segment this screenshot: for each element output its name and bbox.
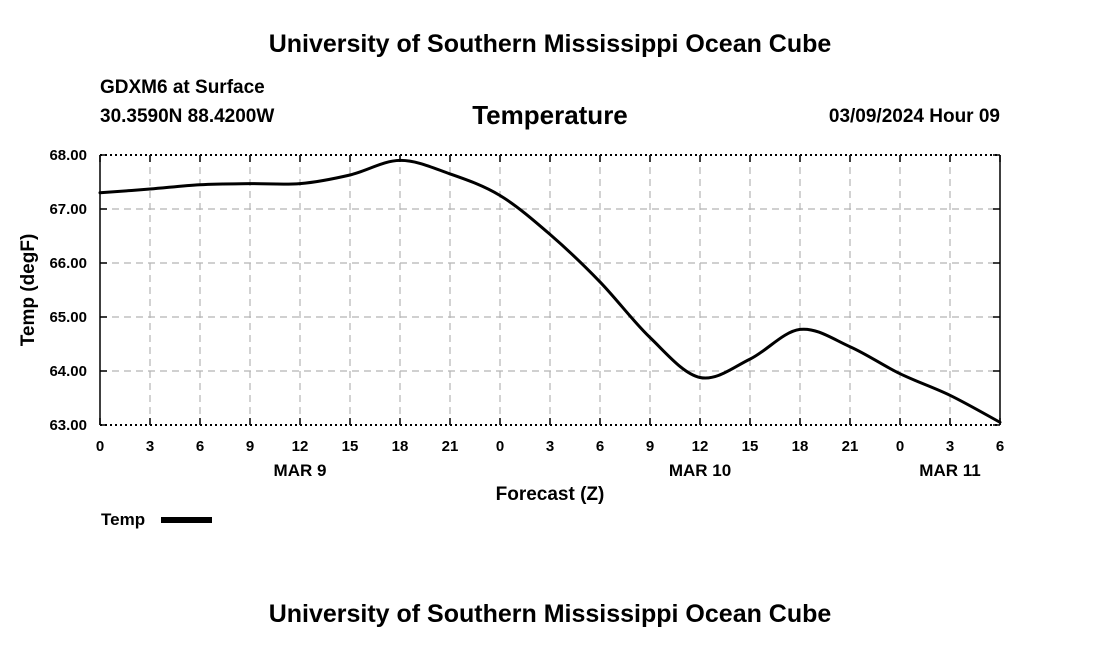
series-line-temp (98, 158, 1002, 424)
station-label: GDXM6 at Surface (100, 77, 265, 98)
x-tick-label: 12 (292, 438, 309, 455)
y-tick-label: 67.00 (49, 201, 87, 218)
y-tick-label: 66.00 (49, 255, 87, 272)
y-tick-label: 64.00 (49, 363, 87, 380)
x-tick-label: 0 (496, 438, 504, 455)
x-tick-label: 3 (546, 438, 554, 455)
x-tick-label: 12 (692, 438, 709, 455)
station-coords: 30.3590N 88.4200W (100, 106, 275, 127)
x-tick-label: 21 (442, 438, 459, 455)
date-label: MAR 9 (274, 461, 327, 480)
legend-line-swatch (161, 517, 212, 523)
x-tick-label: 6 (996, 438, 1004, 455)
page-title-bottom: University of Southern Mississippi Ocean… (268, 600, 832, 628)
x-tick-label: 21 (842, 438, 859, 455)
x-tick-label: 3 (146, 438, 154, 455)
x-tick-label: 15 (342, 438, 359, 455)
y-axis-label: Temp (degF) (18, 234, 39, 347)
date-label: MAR 10 (669, 461, 731, 480)
y-tick-label: 68.00 (49, 147, 87, 164)
legend-label: Temp (101, 510, 146, 529)
chart-title: Temperature (472, 100, 628, 130)
x-tick-label: 0 (96, 438, 104, 455)
x-tick-label: 15 (742, 438, 759, 455)
x-tick-label: 0 (896, 438, 904, 455)
x-tick-label: 9 (246, 438, 254, 455)
y-tick-label: 63.00 (49, 417, 87, 434)
date-label: MAR 11 (919, 461, 980, 480)
x-axis-label: Forecast (Z) (496, 484, 605, 505)
x-tick-label: 6 (196, 438, 204, 455)
axes (99, 154, 1001, 426)
x-tick-label: 18 (392, 438, 409, 455)
x-tick-label: 6 (596, 438, 604, 455)
y-tick-label: 65.00 (49, 309, 87, 326)
grid (100, 155, 1000, 425)
tick-labels: 0 3 6 9 12 15 18 21 0 3 6 9 12 15 18 21 0 3 6 63.00 64.00 65.… (49, 147, 1004, 480)
x-tick-label: 9 (646, 438, 654, 455)
series-layer (98, 158, 1002, 424)
page-title-top: University of Southern Mississippi Ocean… (268, 30, 832, 58)
x-tick-label: 3 (946, 438, 954, 455)
forecast-datetime: 03/09/2024 Hour 09 (828, 106, 1000, 127)
x-tick-label: 18 (792, 438, 809, 455)
